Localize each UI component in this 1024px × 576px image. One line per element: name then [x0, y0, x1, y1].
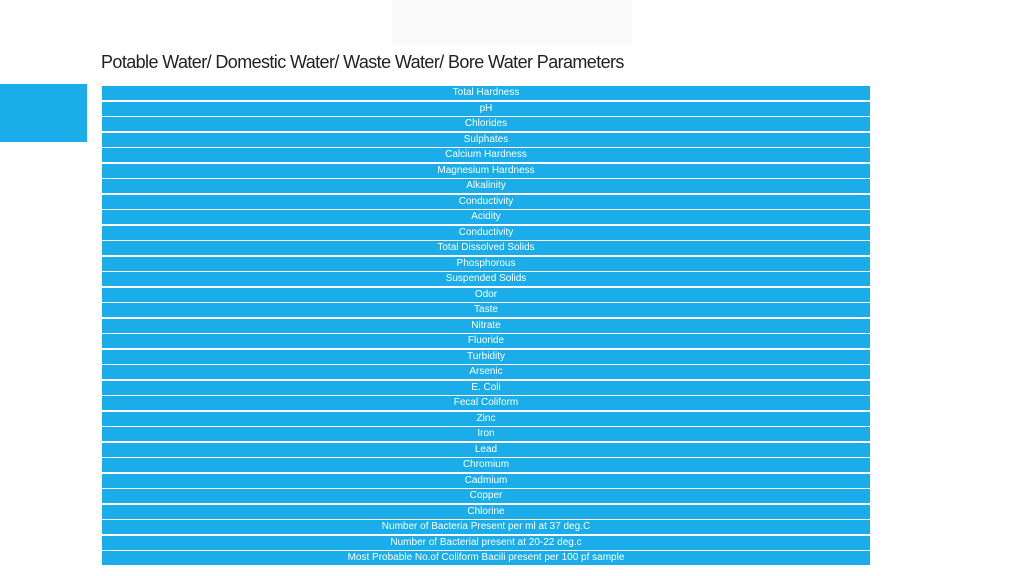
table-row: Conductivity [102, 225, 870, 240]
slide-title: Potable Water/ Domestic Water/ Waste Wat… [101, 52, 624, 72]
table-row: Fluoride [102, 334, 870, 348]
table-row: Chromium [102, 458, 870, 472]
table-row: Iron [102, 427, 870, 441]
table-row: Sulphates [102, 132, 870, 147]
table-row: Odor [102, 287, 870, 302]
table-row: Number of Bacterial present at 20-22 deg… [102, 535, 870, 550]
table-row: Alkalinity [102, 179, 870, 193]
table-row: Magnesium Hardness [102, 163, 870, 178]
table-row: Most Probable No.of Coliform Bacili pres… [102, 551, 870, 565]
accent-block [0, 84, 87, 142]
table-row: Chlorine [102, 504, 870, 519]
table-row: Chlorides [102, 117, 870, 131]
table-row: Suspended Solids [102, 272, 870, 286]
table-row: Taste [102, 303, 870, 317]
table-row: Total Hardness [102, 86, 870, 100]
table-row: Number of Bacteria Present per ml at 37 … [102, 520, 870, 534]
table-row: E. Coli [102, 380, 870, 395]
table-row: Copper [102, 489, 870, 503]
parameters-table: Total Hardness pH Chlorides Sulphates Calciu… [101, 86, 870, 565]
header-placeholder-shape [392, 0, 632, 45]
table-row: Total Dissolved Solids [102, 241, 870, 255]
table-row: Calcium Hardness [102, 148, 870, 162]
table-row: Lead [102, 442, 870, 457]
table-row: Turbidity [102, 349, 870, 364]
table-row: Cadmium [102, 473, 870, 488]
table-row: Zinc [102, 411, 870, 426]
table-row: Arsenic [102, 365, 870, 379]
table-row: Fecal Coliform [102, 396, 870, 410]
table-row: Conductivity [102, 194, 870, 209]
table-row: Nitrate [102, 318, 870, 333]
table-row: pH [102, 101, 870, 116]
table-row: Phosphorous [102, 256, 870, 271]
table-row: Acidity [102, 210, 870, 224]
